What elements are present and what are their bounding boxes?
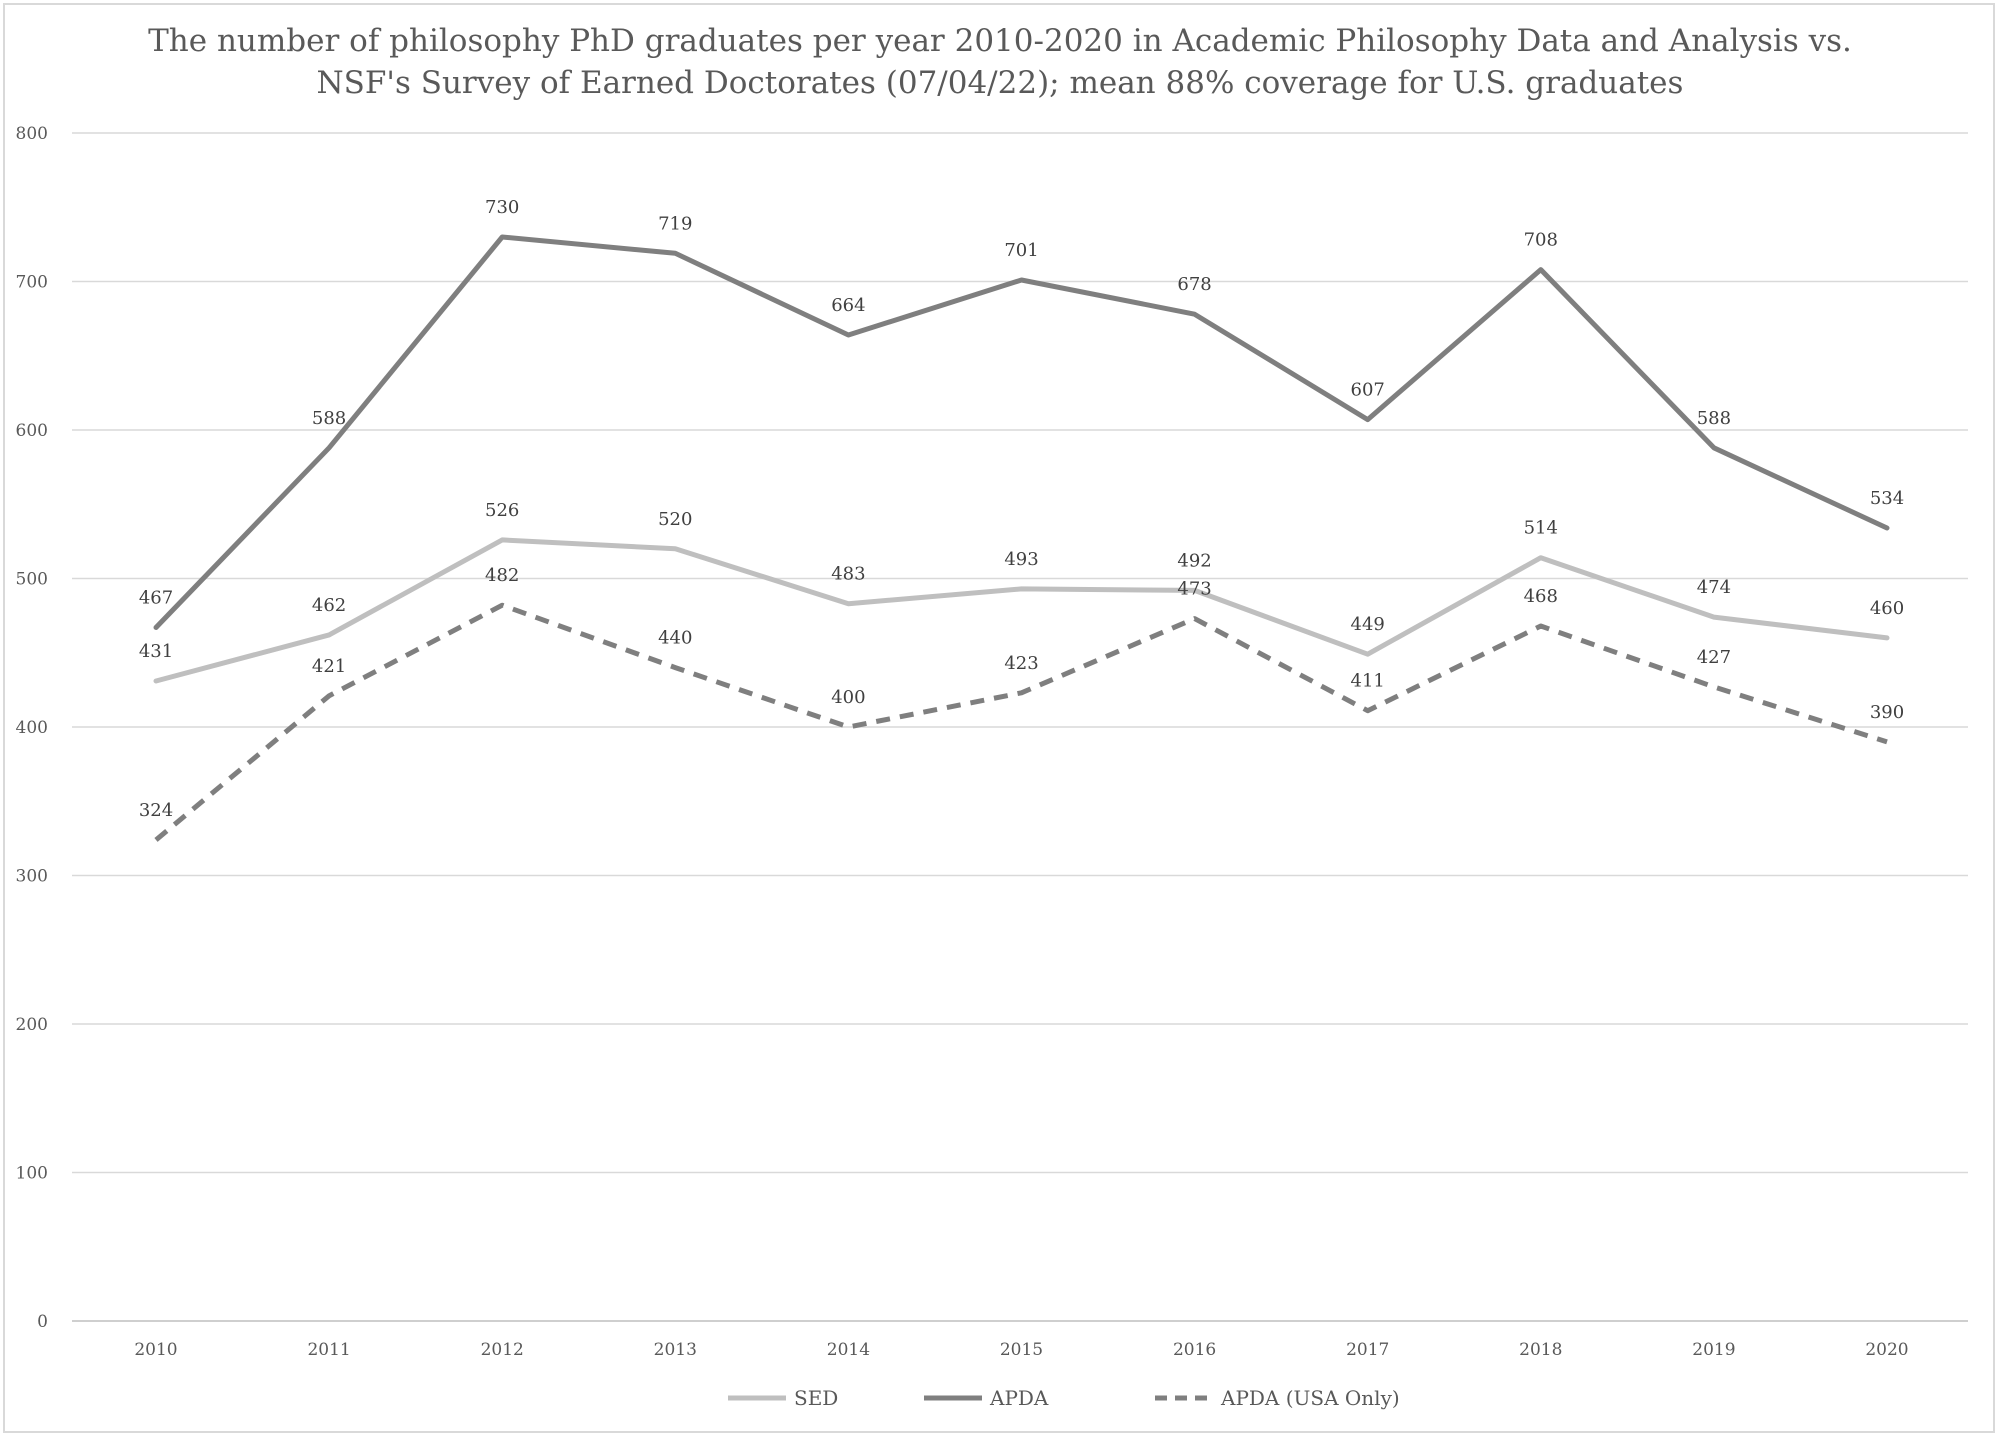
x-tick-label-2016: 2016 [1173,1340,1216,1360]
data-label-apda-2020: 534 [1870,488,1904,509]
y-tick-label-100: 100 [16,1164,48,1184]
gridlines [72,132,1968,1322]
data-label-apda-2018: 708 [1524,230,1558,251]
data-label-apda-2014: 664 [831,295,865,316]
series-line-sed [153,537,1890,684]
data-labels: 431 462 526 520 483 493 492 449 514 474 460 467 588 7… [139,197,1904,821]
y-tick-label-300: 300 [16,867,48,887]
data-label-sed-2016: 492 [1177,550,1211,571]
legend: SED APDA APDA (USA Only) [728,1386,1400,1410]
chart-title-line-2: NSF's Survey of Earned Doctorates (07/04… [316,65,1684,101]
chart-frame [3,3,1995,1433]
data-label-sed-2013: 520 [658,509,692,530]
data-label-apda-2017: 607 [1351,380,1385,401]
legend-label-apda: APDA [989,1386,1049,1410]
series-lines [153,234,1890,842]
x-tick-label-2020: 2020 [1865,1340,1908,1360]
data-label-apda-usa-only-2020: 390 [1870,702,1904,723]
data-label-apda-usa-only-2017: 411 [1351,671,1385,692]
data-label-sed-2019: 474 [1697,577,1731,598]
data-label-sed-2018: 514 [1524,518,1558,539]
y-tick-label-400: 400 [16,718,48,738]
data-label-sed-2012: 526 [485,500,519,521]
y-axis-tick-labels: 0 100 200 300 400 500 600 700 800 [16,124,48,1332]
data-label-sed-2020: 460 [1870,598,1904,619]
chart-title-line-1: The number of philosophy PhD graduates p… [148,23,1852,59]
data-label-apda-2011: 588 [312,408,346,429]
data-label-sed-2010: 431 [139,641,173,662]
data-label-sed-2011: 462 [312,595,346,616]
legend-item-apda: APDA [924,1386,1049,1410]
data-label-sed-2015: 493 [1004,549,1038,570]
legend-item-sed: SED [728,1386,838,1410]
x-tick-label-2010: 2010 [134,1340,177,1360]
y-tick-label-800: 800 [16,124,48,144]
data-label-apda-2015: 701 [1004,240,1038,261]
x-tick-label-2018: 2018 [1519,1340,1562,1360]
x-tick-label-2015: 2015 [1000,1340,1043,1360]
chart-title: The number of philosophy PhD graduates p… [0,20,2000,104]
data-label-sed-2014: 483 [831,564,865,585]
legend-label-sed: SED [794,1386,838,1410]
data-label-apda-2013: 719 [658,213,692,234]
series-line-apda [153,234,1890,630]
x-tick-label-2014: 2014 [827,1340,870,1360]
legend-label-apda-usa-only: APDA (USA Only) [1220,1386,1400,1410]
legend-item-apda-usa-only: APDA (USA Only) [1155,1386,1400,1410]
x-tick-label-2013: 2013 [654,1340,697,1360]
y-tick-label-700: 700 [16,273,48,293]
x-axis-tick-labels: 2010 2011 2012 2013 2014 2015 2016 2017 2018 2019… [134,1340,1908,1360]
data-label-apda-2010: 467 [139,588,173,609]
data-label-apda-usa-only-2012: 482 [485,565,519,586]
data-label-apda-2019: 588 [1697,408,1731,429]
data-label-apda-usa-only-2015: 423 [1004,653,1038,674]
data-label-apda-usa-only-2016: 473 [1177,579,1211,600]
x-tick-label-2019: 2019 [1692,1340,1735,1360]
y-tick-label-200: 200 [16,1015,48,1035]
y-tick-label-600: 600 [16,421,48,441]
data-label-apda-usa-only-2011: 421 [312,656,346,677]
data-label-apda-usa-only-2014: 400 [831,687,865,708]
data-label-apda-usa-only-2019: 427 [1697,647,1731,668]
series-line-apda-usa-only [154,602,1888,842]
x-tick-label-2012: 2012 [481,1340,524,1360]
y-tick-label-0: 0 [37,1312,48,1332]
data-label-apda-usa-only-2013: 440 [658,628,692,649]
x-tick-label-2011: 2011 [307,1340,350,1360]
y-tick-label-500: 500 [16,570,48,590]
data-label-apda-usa-only-2010: 324 [139,800,173,821]
data-label-apda-2016: 678 [1177,274,1211,295]
data-label-apda-usa-only-2018: 468 [1524,586,1558,607]
x-tick-label-2017: 2017 [1346,1340,1389,1360]
data-label-apda-2012: 730 [485,197,519,218]
data-label-sed-2017: 449 [1351,614,1385,635]
